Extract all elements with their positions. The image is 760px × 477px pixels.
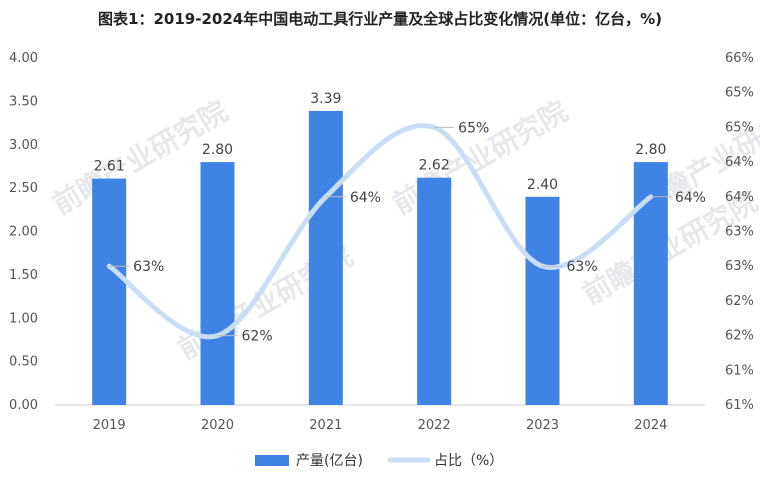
y-right-tick-label: 65% xyxy=(725,86,754,101)
bar xyxy=(308,110,343,405)
bar-value-label: 2.61 xyxy=(94,159,125,175)
line-value-label: 62% xyxy=(242,329,273,345)
x-tick-label: 2019 xyxy=(93,418,126,433)
y-right-tick-label: 64% xyxy=(725,155,754,170)
y-right-tick-label: 61% xyxy=(725,398,754,413)
y-left-tick-label: 2.50 xyxy=(9,181,38,196)
line-value-label: 63% xyxy=(133,259,164,275)
bar-value-label: 2.80 xyxy=(202,142,233,158)
y-right-tick-label: 66% xyxy=(725,51,754,66)
legend-bar-label: 产量(亿台) xyxy=(296,453,363,469)
y-left-tick-label: 1.00 xyxy=(9,311,38,326)
y-right-tick-label: 63% xyxy=(725,225,754,240)
x-tick-label: 2021 xyxy=(309,418,342,433)
bar xyxy=(92,178,127,405)
bar xyxy=(633,162,668,405)
line-value-label: 64% xyxy=(350,190,381,206)
share-line xyxy=(106,123,654,340)
legend-bar-swatch xyxy=(255,455,289,466)
y-right-tick-label: 61% xyxy=(725,363,754,378)
bar-value-label: 3.39 xyxy=(310,91,341,107)
bar xyxy=(525,196,560,405)
y-left-tick-label: 3.00 xyxy=(9,138,38,153)
y-right-tick-label: 65% xyxy=(725,120,754,135)
x-tick-label: 2023 xyxy=(526,418,559,433)
bar-value-label: 2.62 xyxy=(419,158,450,174)
x-tick-label: 2022 xyxy=(418,418,451,433)
bar xyxy=(200,162,235,405)
y-right-tick-label: 64% xyxy=(725,190,754,205)
x-tick-label: 2020 xyxy=(201,418,234,433)
bar-value-label: 2.40 xyxy=(527,177,558,193)
line-value-label: 63% xyxy=(567,259,598,275)
line-value-label: 64% xyxy=(675,190,706,206)
y-left-tick-label: 0.50 xyxy=(9,355,38,370)
y-left-tick-label: 3.50 xyxy=(9,94,38,109)
y-right-tick-label: 62% xyxy=(725,329,754,344)
line-value-label: 65% xyxy=(458,120,489,136)
legend-line-label: 占比（%） xyxy=(434,453,503,469)
y-left-tick-label: 1.50 xyxy=(9,268,38,283)
y-left-tick-label: 0.00 xyxy=(9,398,38,413)
y-right-tick-label: 63% xyxy=(725,259,754,274)
bar xyxy=(417,177,452,405)
y-right-tick-label: 62% xyxy=(725,294,754,309)
y-left-tick-label: 4.00 xyxy=(9,51,38,66)
y-left-tick-label: 2.00 xyxy=(9,225,38,240)
chart-title: 图表1：2019-2024年中国电动工具行业产量及全球占比变化情况(单位：亿台，… xyxy=(98,10,662,28)
bar-value-label: 2.80 xyxy=(635,142,666,158)
x-tick-label: 2024 xyxy=(634,418,667,433)
